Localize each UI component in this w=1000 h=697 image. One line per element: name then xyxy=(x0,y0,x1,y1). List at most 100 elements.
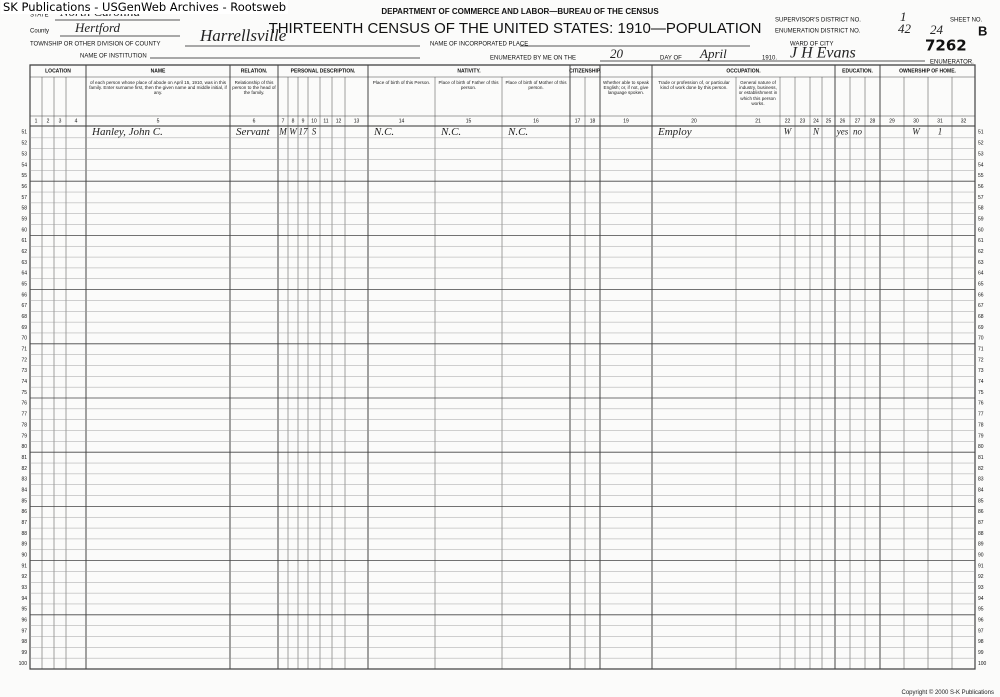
row-number: 99 xyxy=(978,650,984,656)
enumerator-label: ENUMERATOR. xyxy=(930,60,974,66)
row-number: 67 xyxy=(978,303,984,309)
row-number: 83 xyxy=(978,477,984,483)
row-number: 59 xyxy=(978,216,984,222)
column-number: 3 xyxy=(59,118,62,124)
group-header: NAME xyxy=(151,68,166,74)
row-number: 52 xyxy=(978,141,984,147)
entry-occupation: Employ xyxy=(657,126,692,138)
row-number: 98 xyxy=(21,639,27,645)
entry-write: no xyxy=(853,126,863,136)
column-header: of each person whose place of abode on A… xyxy=(89,80,227,96)
row-number: 69 xyxy=(978,325,984,331)
row-number: 67 xyxy=(21,303,27,309)
row-number: 80 xyxy=(21,444,27,450)
row-number: 69 xyxy=(21,325,27,331)
row-number: 84 xyxy=(978,487,984,493)
entry-marital: S xyxy=(312,126,317,136)
form-title: THIRTEENTH CENSUS OF THE UNITED STATES: … xyxy=(269,20,762,37)
row-number: 70 xyxy=(21,336,27,342)
row-number: 89 xyxy=(978,542,984,548)
column-number: 16 xyxy=(533,118,539,124)
incorporated-label: NAME OF INCORPORATED PLACE xyxy=(430,42,528,48)
row-number: 93 xyxy=(978,585,984,591)
row-number: 53 xyxy=(978,151,984,157)
entry-employer: W xyxy=(784,126,793,136)
row-number: 92 xyxy=(21,574,27,580)
row-number: 76 xyxy=(21,401,27,407)
entry-sex: M xyxy=(278,126,287,136)
row-number: 78 xyxy=(21,422,27,428)
row-number: 58 xyxy=(21,206,27,212)
entry-age: 17 xyxy=(299,126,309,136)
row-number: 73 xyxy=(21,368,27,374)
row-number: 73 xyxy=(978,368,984,374)
group-header: OCCUPATION. xyxy=(726,68,761,74)
row-number: 70 xyxy=(978,336,984,342)
row-number: 88 xyxy=(21,531,27,537)
column-header: Relationship of this person to the head … xyxy=(232,80,276,96)
row-number: 64 xyxy=(21,271,27,277)
row-number: 90 xyxy=(21,553,27,559)
row-number: 56 xyxy=(21,184,27,190)
row-number: 56 xyxy=(978,184,984,190)
row-number: 61 xyxy=(21,238,27,244)
row-number: 58 xyxy=(978,206,984,212)
row-number: 92 xyxy=(978,574,984,580)
row-number: 57 xyxy=(978,195,984,201)
row-number: 98 xyxy=(978,639,984,645)
column-number: 8 xyxy=(292,118,295,124)
column-number: 29 xyxy=(889,118,895,124)
row-number: 100 xyxy=(978,661,987,667)
row-number: 83 xyxy=(21,477,27,483)
column-number: 7 xyxy=(282,118,285,124)
row-number: 66 xyxy=(978,292,984,298)
group-header: CITIZENSHIP. xyxy=(569,68,601,74)
entry-read: yes xyxy=(836,126,849,136)
entry-out-of-work: N xyxy=(812,126,820,136)
group-header: RELATION. xyxy=(241,68,268,74)
enumerated-day: 20 xyxy=(610,46,624,61)
row-number: 87 xyxy=(978,520,984,526)
row-number: 63 xyxy=(978,260,984,266)
group-header: LOCATION xyxy=(45,68,71,74)
enumerated-label: ENUMERATED BY ME ON THE xyxy=(490,56,576,62)
row-number: 54 xyxy=(978,162,984,168)
column-number: 26 xyxy=(840,118,846,124)
column-number: 6 xyxy=(253,118,256,124)
row-number: 81 xyxy=(978,455,984,461)
row-number: 72 xyxy=(21,357,27,363)
row-number: 96 xyxy=(21,618,27,624)
column-number: 19 xyxy=(623,118,629,124)
institution-label: NAME OF INSTITUTION xyxy=(80,54,147,60)
column-number: 28 xyxy=(870,118,876,124)
row-number: 80 xyxy=(978,444,984,450)
row-number: 68 xyxy=(978,314,984,320)
county-label: County xyxy=(30,29,49,35)
row-number: 90 xyxy=(978,553,984,559)
column-number: 21 xyxy=(755,118,761,124)
row-number: 99 xyxy=(21,650,27,656)
row-number: 59 xyxy=(21,216,27,222)
supervisor-label: SUPERVISOR'S DISTRICT NO. xyxy=(775,18,861,24)
column-number: 31 xyxy=(937,118,943,124)
department: DEPARTMENT OF COMMERCE AND LABOR—BUREAU … xyxy=(381,7,659,16)
row-number: 53 xyxy=(21,151,27,157)
column-number: 23 xyxy=(800,118,806,124)
enumerated-month: April xyxy=(699,46,727,61)
row-number: 62 xyxy=(978,249,984,255)
enumeration-value: 42 xyxy=(898,21,912,36)
row-number: 86 xyxy=(21,509,27,515)
group-header: NATIVITY. xyxy=(457,68,481,74)
row-number: 89 xyxy=(21,542,27,548)
township-label: TOWNSHIP OR OTHER DIVISION OF COUNTY xyxy=(30,42,160,48)
enumerated-year: 1910. xyxy=(762,56,777,62)
enumerator-name: J H Evans xyxy=(790,45,856,62)
row-number: 85 xyxy=(978,498,984,504)
row-number: 74 xyxy=(21,379,27,385)
row-number: 60 xyxy=(978,227,984,233)
row-number: 65 xyxy=(978,282,984,288)
row-number: 63 xyxy=(21,260,27,266)
column-number: 22 xyxy=(785,118,791,124)
